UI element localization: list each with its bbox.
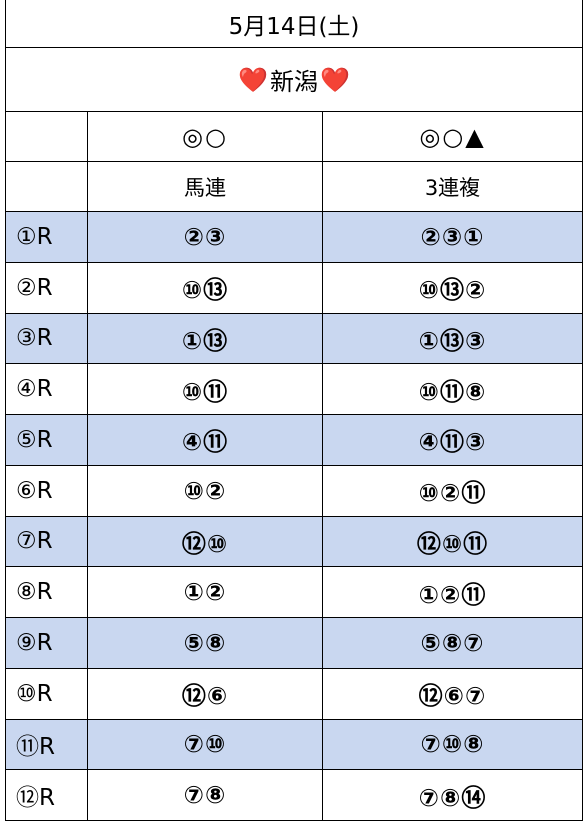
umaren-pick: ⑦⑩ xyxy=(88,719,323,770)
col2-marks: ◎○ xyxy=(88,112,323,161)
table-row: ①R ②③ ②③① xyxy=(6,212,582,263)
umaren-pick: ⑫⑩ xyxy=(88,516,323,567)
umaren-pick: ⑩⑬ xyxy=(88,262,323,313)
umaren-pick: ⑦⑧ xyxy=(88,770,323,820)
umaren-pick: ②③ xyxy=(88,212,323,262)
col2-label: 馬連 xyxy=(88,162,323,211)
venue-title: ❤️ 新潟 ❤️ xyxy=(6,48,582,111)
sanrenpuku-pick: ⑩⑪⑧ xyxy=(418,377,487,406)
sanrenpuku-pick: ①②⑪ xyxy=(418,580,487,609)
race-number: ⑫R xyxy=(6,770,88,820)
sanrenpuku-pick: ⑤⑧⑦ xyxy=(420,628,485,657)
race-number: ②R xyxy=(6,262,88,313)
table-row: ⑧R ①② ①②⑪ xyxy=(6,567,582,618)
umaren-pick: ①⑬ xyxy=(88,313,323,364)
sanrenpuku-pick: ⑦⑧⑭ xyxy=(418,783,487,812)
race-number: ④R xyxy=(6,364,88,414)
sanrenpuku-pick: ①⑬③ xyxy=(418,326,487,355)
race-number: ⑩R xyxy=(6,668,88,719)
sanrenpuku-pick: ⑫⑥⑦ xyxy=(418,682,487,711)
venue-row: ❤️ 新潟 ❤️ xyxy=(6,48,582,112)
table-row: ⑩R ⑫⑥ ⑫⑥⑦ xyxy=(6,668,582,720)
sanrenpuku-pick: ⑩⑬② xyxy=(418,276,487,305)
heart-left-icon: ❤️ xyxy=(238,65,268,94)
race-number: ①R xyxy=(6,212,88,262)
umaren-pick: ⑫⑥ xyxy=(88,668,323,719)
sanrenpuku-pick: ②③① xyxy=(420,222,485,251)
col3-marks: ◎○▲ xyxy=(419,122,486,151)
table-row: ⑥R ⑩② ⑩②⑪ xyxy=(6,465,582,517)
umaren-pick: ①② xyxy=(88,567,323,617)
table-row: ⑨R ⑤⑧ ⑤⑧⑦ xyxy=(6,618,582,669)
table-row: ⑤R ④⑪ ④⑪③ xyxy=(6,415,582,466)
race-number: ⑨R xyxy=(6,618,88,668)
marks-header-blank xyxy=(6,112,88,161)
table-row: ③R ①⑬ ①⑬③ xyxy=(6,313,582,365)
col3-label: 3連複 xyxy=(424,175,481,200)
table-row: ⑪R ⑦⑩ ⑦⑩⑧ xyxy=(6,719,582,771)
umaren-pick: ⑩⑪ xyxy=(88,364,323,414)
date-row: 5月14日(土) xyxy=(6,0,582,48)
table-row: ⑦R ⑫⑩ ⑫⑩⑪ xyxy=(6,516,582,568)
umaren-pick: ④⑪ xyxy=(88,415,323,465)
marks-header-row: ◎○ ◎○▲ xyxy=(6,112,582,162)
sanrenpuku-pick: ⑦⑩⑧ xyxy=(420,730,485,759)
race-number: ⑦R xyxy=(6,516,88,567)
race-number: ⑤R xyxy=(6,415,88,465)
venue-name: 新潟 xyxy=(270,68,318,96)
sanrenpuku-pick: ④⑪③ xyxy=(418,428,487,457)
sanrenpuku-pick: ⑩②⑪ xyxy=(418,479,487,508)
date-title: 5月14日(土) xyxy=(228,13,360,40)
label-header-row: 馬連 3連複 xyxy=(6,162,582,212)
heart-right-icon: ❤️ xyxy=(320,65,350,94)
race-number: ③R xyxy=(6,313,88,364)
race-number: ⑧R xyxy=(6,567,88,617)
label-header-blank xyxy=(6,162,88,211)
table-row: ④R ⑩⑪ ⑩⑪⑧ xyxy=(6,364,582,415)
race-number: ⑪R xyxy=(6,719,88,770)
umaren-pick: ⑤⑧ xyxy=(88,618,323,668)
prediction-table: 5月14日(土) ❤️ 新潟 ❤️ ◎○ ◎○▲ 馬連 3連複 ①R ②③ ②③① ②… xyxy=(5,0,583,821)
table-row: ⑫R ⑦⑧ ⑦⑧⑭ xyxy=(6,770,582,821)
table-row: ②R ⑩⑬ ⑩⑬② xyxy=(6,262,582,314)
sanrenpuku-pick: ⑫⑩⑪ xyxy=(416,529,489,558)
umaren-pick: ⑩② xyxy=(88,465,323,516)
race-number: ⑥R xyxy=(6,465,88,516)
